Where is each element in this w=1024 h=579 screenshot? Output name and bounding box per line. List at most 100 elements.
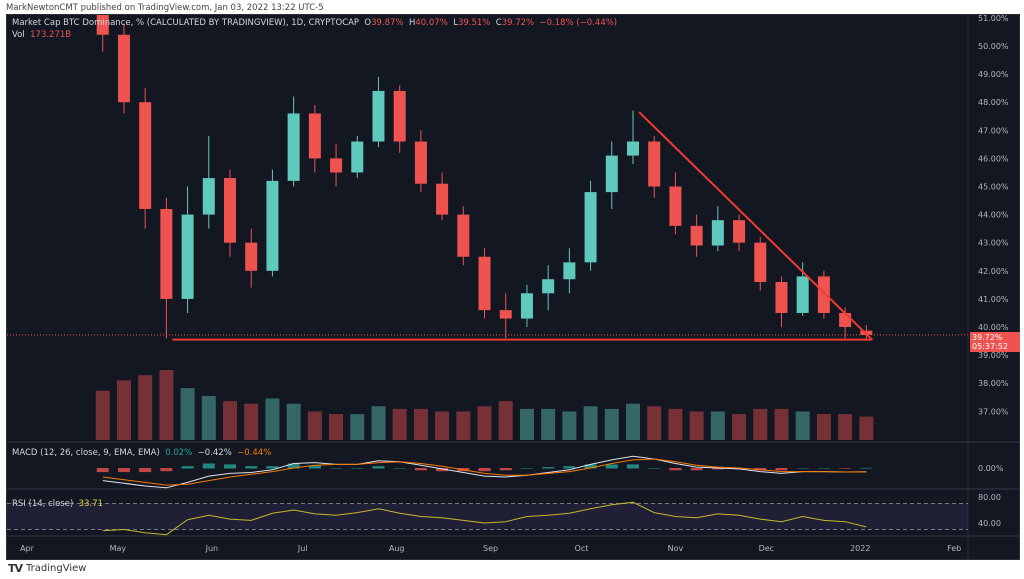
volume-bar bbox=[223, 401, 238, 440]
symbol-legend: Market Cap BTC Dominance, % (CALCULATED … bbox=[12, 18, 617, 28]
y-tick-label: 50.00% bbox=[978, 42, 1009, 51]
macd-histogram-bar bbox=[224, 464, 237, 469]
x-tick-label: Apr bbox=[20, 544, 35, 553]
macd-histogram-bar bbox=[181, 466, 194, 469]
symbol-title[interactable]: Market Cap BTC Dominance, % (CALCULATED … bbox=[12, 18, 360, 28]
macd-histogram-bar bbox=[542, 467, 555, 469]
macd-histogram-bar bbox=[817, 468, 830, 469]
last-price: 39.72% bbox=[972, 333, 1003, 342]
candle-body bbox=[181, 214, 194, 299]
macd-histogram-bar bbox=[520, 468, 533, 469]
brand-name[interactable]: TradingView bbox=[26, 563, 87, 574]
volume-bar bbox=[626, 403, 640, 440]
macd-label[interactable]: MACD (12, 26, close, 9, EMA, EMA) bbox=[12, 448, 160, 458]
volume-bar bbox=[774, 408, 789, 440]
macd-histogram-bar bbox=[308, 465, 321, 469]
volume-bar bbox=[477, 406, 492, 440]
bar-countdown: 05:37:52 bbox=[972, 342, 1008, 351]
candle-body bbox=[308, 113, 321, 159]
y-tick-label: 45.00% bbox=[978, 183, 1009, 192]
candle-body bbox=[330, 158, 343, 173]
y-tick-label: 43.00% bbox=[978, 239, 1009, 248]
volume-bar bbox=[753, 408, 768, 440]
candle-body bbox=[669, 186, 682, 226]
macd-histogram-bar bbox=[499, 468, 512, 471]
candle-body bbox=[605, 155, 618, 193]
macd-histogram-bar bbox=[775, 468, 788, 471]
candle-body bbox=[245, 242, 258, 271]
volume-bar bbox=[180, 388, 195, 440]
volume-bar bbox=[859, 416, 874, 440]
candle-body bbox=[584, 192, 597, 263]
volume-bar bbox=[286, 403, 301, 440]
macd-signal-value: −0.44% bbox=[237, 448, 272, 458]
rsi-label[interactable]: RSI (14, close) bbox=[12, 499, 74, 509]
volume-bar bbox=[138, 375, 153, 440]
rsi-tick-label: 40.00 bbox=[978, 519, 1001, 528]
y-tick-label: 39.00% bbox=[978, 351, 1009, 360]
last-price-tag: 39.72% 05:37:52 bbox=[970, 332, 1020, 352]
x-tick-label: Sep bbox=[483, 544, 498, 553]
volume-bar bbox=[201, 395, 216, 440]
macd-histogram-bar bbox=[605, 464, 618, 469]
candle-body bbox=[754, 242, 767, 283]
macd-value: −0.42% bbox=[197, 448, 232, 458]
x-tick-label: Aug bbox=[389, 544, 405, 553]
candle-body bbox=[372, 90, 385, 142]
rsi-band bbox=[7, 503, 968, 530]
x-tick-label: Dec bbox=[759, 544, 774, 553]
low-label: L bbox=[453, 18, 458, 28]
volume-bar bbox=[583, 406, 598, 440]
y-tick-label: 44.00% bbox=[978, 211, 1009, 220]
candle-body bbox=[542, 279, 555, 294]
candle-body bbox=[351, 141, 364, 173]
volume-bar bbox=[562, 411, 577, 440]
candle-body bbox=[520, 293, 533, 319]
volume-bar bbox=[710, 411, 725, 440]
candle-body bbox=[478, 256, 491, 311]
y-tick-label: 37.00% bbox=[978, 407, 1009, 416]
macd-histogram-bar bbox=[245, 466, 258, 469]
candle-body bbox=[266, 180, 279, 271]
x-tick-label: Jun bbox=[205, 544, 219, 553]
candle-body bbox=[436, 183, 449, 215]
volume-bar bbox=[519, 408, 534, 440]
volume-value: 173.271B bbox=[30, 30, 72, 40]
price-pane bbox=[7, 15, 968, 440]
rsi-legend: RSI (14, close) 33.71 bbox=[12, 499, 103, 509]
macd-histogram-bar bbox=[266, 466, 279, 469]
macd-histogram-bar bbox=[584, 464, 597, 469]
volume-label[interactable]: Vol bbox=[12, 30, 25, 40]
macd-histogram-bar bbox=[202, 463, 215, 469]
footer: TV TradingView bbox=[8, 562, 86, 575]
y-tick-label: 42.00% bbox=[978, 267, 1009, 276]
volume-bar bbox=[647, 406, 662, 440]
candle-body bbox=[690, 225, 703, 246]
rsi-line bbox=[102, 501, 867, 536]
volume-bar bbox=[116, 380, 131, 440]
candle-body bbox=[839, 312, 852, 327]
candle-body bbox=[224, 178, 237, 243]
candle-body bbox=[711, 220, 724, 246]
macd-histogram-bar bbox=[796, 468, 809, 469]
y-tick-label: 38.00% bbox=[978, 379, 1009, 388]
y-tick-label: 51.00% bbox=[978, 14, 1009, 23]
volume-bar bbox=[392, 408, 407, 440]
volume-bar bbox=[604, 408, 619, 440]
candle-body bbox=[117, 34, 130, 103]
candle-body bbox=[627, 141, 639, 156]
chart-frame[interactable] bbox=[6, 14, 1020, 560]
close-value: 39.72% bbox=[501, 18, 535, 28]
high-value: 40.07% bbox=[415, 18, 448, 28]
rsi-value: 33.71 bbox=[78, 499, 104, 509]
candle-body bbox=[775, 282, 788, 313]
volume-bar bbox=[371, 406, 386, 440]
macd-line bbox=[102, 455, 867, 489]
volume-bar bbox=[329, 414, 344, 440]
volume-bar bbox=[244, 403, 259, 440]
candle-body bbox=[139, 102, 152, 209]
macd-histogram-bar bbox=[351, 468, 364, 469]
y-tick-label: 46.00% bbox=[978, 154, 1009, 163]
tradingview-logo-icon[interactable]: TV bbox=[8, 562, 23, 575]
